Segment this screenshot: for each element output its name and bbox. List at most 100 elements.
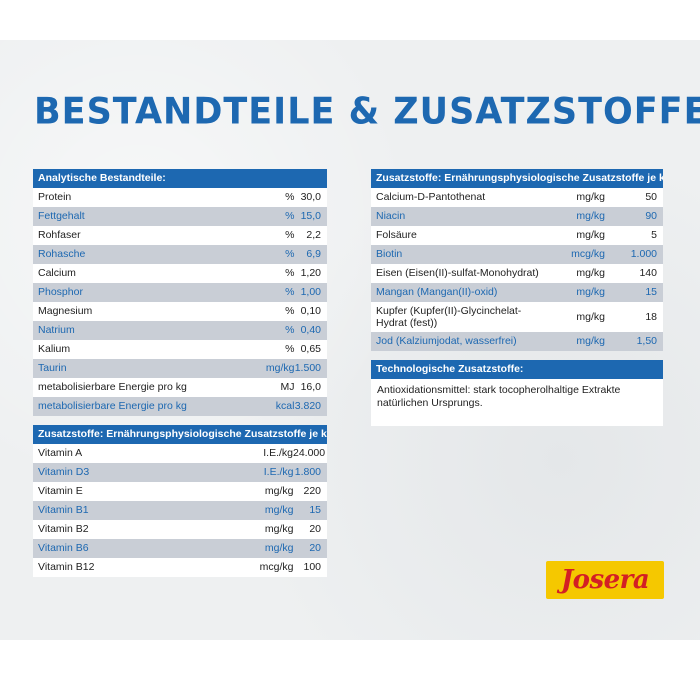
cell-unit: I.E./kg xyxy=(263,447,293,459)
cell-name: Protein xyxy=(38,191,72,203)
table-row: Vitamin B6 mg/kg 20 xyxy=(33,539,327,558)
cell-name: Calcium-D-Pantothenat xyxy=(376,191,486,203)
table-row: Vitamin B12 mcg/kg 100 xyxy=(33,558,327,577)
table-row: Natrium% 0,40 xyxy=(33,321,327,340)
cell-unit: % xyxy=(285,210,295,222)
table-row: Taurin mg/kg 1.500 xyxy=(33,359,327,378)
cell-value: 15 xyxy=(309,504,322,516)
cell-value: 90 xyxy=(645,210,657,222)
table-row: Kupfer (Kupfer(II)-Glycinchelat-Hydrat (… xyxy=(371,302,663,332)
table-header: Zusatzstoffe: Ernährungsphysiologische Z… xyxy=(33,425,327,444)
cell-name: Rohasche xyxy=(38,248,86,260)
cell-unit: mg/kg xyxy=(576,191,605,203)
cell-value: 100 xyxy=(303,561,322,573)
logo-text: Josera xyxy=(560,565,650,595)
cell-value: 0,40 xyxy=(300,324,321,336)
page-title: BESTANDTEILE & ZUSATZSTOFFE xyxy=(34,91,700,133)
nutritional-additives-table-left: Zusatzstoffe: Ernährungsphysiologische Z… xyxy=(33,425,327,577)
cell-unit: I.E./kg xyxy=(263,466,294,478)
cell-unit: % xyxy=(285,286,295,298)
cell-name: Folsäure xyxy=(376,229,417,241)
cell-value: 18 xyxy=(645,311,657,323)
table-row: Vitamin B1 mg/kg 15 xyxy=(33,501,327,520)
cell-value: 1,50 xyxy=(636,335,657,347)
table-row: metabolisierbare Energie pro kg kcal 3.820 xyxy=(33,397,327,416)
cell-unit: mg/kg xyxy=(264,523,294,535)
table-row: Protein% 30,0 xyxy=(33,188,327,207)
table-row: Calcium% 1,20 xyxy=(33,264,327,283)
cell-name: Biotin xyxy=(376,248,403,260)
cell-value: 1.000 xyxy=(630,248,657,260)
cell-unit: mg/kg xyxy=(576,229,605,241)
table-row: Jod (Kalziumjodat, wasserfrei) mg/kg 1,50 xyxy=(371,332,663,351)
josera-logo: Josera xyxy=(546,561,664,599)
table-row: Rohasche% 6,9 xyxy=(33,245,327,264)
cell-unit: mg/kg xyxy=(576,311,605,323)
cell-value: 20 xyxy=(309,523,322,535)
cell-name: Vitamin B12 xyxy=(38,561,95,573)
cell-value: 5 xyxy=(651,229,657,241)
cell-name: Vitamin B2 xyxy=(38,523,89,535)
cell-unit: kcal xyxy=(275,400,295,412)
table-row: metabolisierbare Energie pro kg MJ 16,0 xyxy=(33,378,327,397)
cell-unit: mg/kg xyxy=(264,542,294,554)
cell-unit: mg/kg xyxy=(264,504,294,516)
cell-name: metabolisierbare Energie pro kg xyxy=(38,381,187,393)
cell-unit: mg/kg xyxy=(576,210,605,222)
cell-name: Niacin xyxy=(376,210,406,222)
cell-unit: mg/kg xyxy=(265,362,295,374)
cell-value: 30,0 xyxy=(300,191,321,203)
cell-name: Natrium xyxy=(38,324,75,336)
table-row: Kalium% 0,65 xyxy=(33,340,327,359)
cell-unit: % xyxy=(285,324,295,336)
cell-value: 1.500 xyxy=(294,362,321,374)
cell-name: Magnesium xyxy=(38,305,93,317)
cell-name: metabolisierbare Energie pro kg xyxy=(38,400,187,412)
cell-name: Mangan (Mangan(II)-oxid) xyxy=(376,286,498,298)
cell-name: Jod (Kalziumjodat, wasserfrei) xyxy=(376,335,517,347)
cell-unit: % xyxy=(285,191,295,203)
cell-unit: % xyxy=(285,305,295,317)
table-header: Zusatzstoffe: Ernährungsphysiologische Z… xyxy=(371,169,663,188)
table-row: Calcium-D-Pantothenat mg/kg 50 xyxy=(371,188,663,207)
table-row: Magnesium% 0,10 xyxy=(33,302,327,321)
cell-value: 24.000 xyxy=(293,447,326,459)
cell-unit: mcg/kg xyxy=(259,561,294,573)
table-row: Vitamin D3 I.E./kg 1.800 xyxy=(33,463,327,482)
cell-name: Vitamin D3 xyxy=(38,466,90,478)
cell-value: 16,0 xyxy=(300,381,321,393)
table-row: Eisen (Eisen(II)-sulfat-Monohydrat) mg/kg… xyxy=(371,264,663,283)
table-row: Folsäure mg/kg 5 xyxy=(371,226,663,245)
table-row: Vitamin E mg/kg 220 xyxy=(33,482,327,501)
cell-name: Vitamin A xyxy=(38,447,83,459)
cell-name: Calcium xyxy=(38,267,76,279)
cell-unit: % xyxy=(285,343,295,355)
cell-unit: % xyxy=(285,229,295,241)
cell-unit: mg/kg xyxy=(264,485,294,497)
table-row: Rohfaser% 2,2 xyxy=(33,226,327,245)
cell-value: 50 xyxy=(645,191,657,203)
cell-name: Fettgehalt xyxy=(38,210,85,222)
cell-value: 20 xyxy=(309,542,322,554)
cell-value: 1.800 xyxy=(294,466,322,478)
analytic-components-table: Analytische Bestandteile: Protein% 30,0 Fe… xyxy=(33,169,327,416)
cell-name: Rohfaser xyxy=(38,229,81,241)
cell-name: Vitamin B6 xyxy=(38,542,89,554)
table-row: Phosphor% 1,00 xyxy=(33,283,327,302)
table-header: Analytische Bestandteile: xyxy=(33,169,327,188)
cell-name: Kupfer (Kupfer(II)-Glycinchelat-Hydrat (… xyxy=(376,305,522,329)
cell-name: Kalium xyxy=(38,343,71,355)
cell-name: Taurin xyxy=(38,362,67,374)
table-header: Technologische Zusatzstoffe: xyxy=(371,360,663,379)
cell-name: Vitamin E xyxy=(38,485,83,497)
cell-unit: mg/kg xyxy=(576,267,605,279)
table-row: Niacin mg/kg 90 xyxy=(371,207,663,226)
cell-value: 15,0 xyxy=(300,210,321,222)
cell-unit: % xyxy=(285,248,295,260)
cell-value: 0,10 xyxy=(300,305,321,317)
cell-value: 6,9 xyxy=(306,248,321,260)
cell-unit: mg/kg xyxy=(576,286,605,298)
cell-unit: % xyxy=(285,267,295,279)
cell-value: 1,00 xyxy=(300,286,321,298)
table-row: Vitamin B2 mg/kg 20 xyxy=(33,520,327,539)
